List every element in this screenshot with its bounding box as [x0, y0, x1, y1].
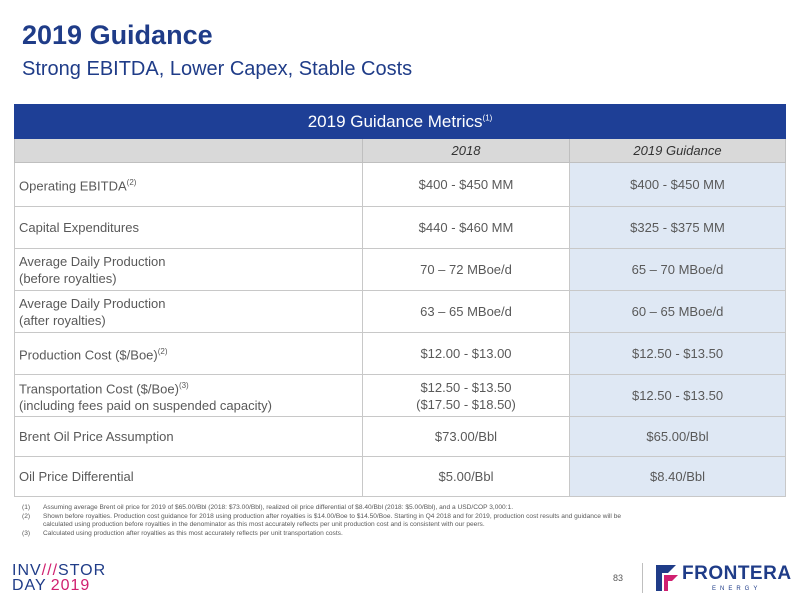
footnote: (1) Assuming average Brent oil price for… — [22, 504, 642, 513]
day-logo-text: DAY — [12, 577, 47, 594]
column-header-2018: 2018 — [362, 138, 570, 163]
row-label-subtext: (including fees paid on suspended capaci… — [19, 398, 272, 414]
row-label-text: Transportation Cost ($/Boe) — [19, 381, 179, 397]
table-row: Average Daily Production (before royaltie… — [14, 248, 787, 291]
row-label: Operating EBITDA(2) — [14, 162, 363, 207]
table-banner: 2019 Guidance Metrics(1) — [13, 104, 787, 139]
value-2019-guidance: 60 – 65 MBoe/d — [568, 290, 787, 333]
table-row: Transportation Cost ($/Boe)(3) (including… — [14, 374, 787, 417]
investor-logo-text-a: INV — [12, 562, 42, 579]
value-2018: $73.00/Bbl — [362, 416, 570, 457]
footnotes: (1) Assuming average Brent oil price for… — [22, 504, 642, 538]
value-2018: $400 - $450 MM — [362, 162, 570, 207]
frontera-name: FRONTERA — [682, 563, 792, 584]
table-banner-footnote-ref: (1) — [482, 112, 493, 122]
footer-divider — [642, 563, 643, 593]
value-2019-guidance: $400 - $450 MM — [568, 162, 787, 207]
table-row: Oil Price Differential $5.00/Bbl $8.40/B… — [14, 456, 787, 497]
row-label: Average Daily Production (before royaltie… — [14, 248, 363, 291]
row-label: Brent Oil Price Assumption — [14, 416, 363, 457]
investor-logo-slash: /// — [41, 562, 59, 579]
row-label-text: Capital Expenditures — [19, 220, 139, 235]
value-2018-secondary: ($17.50 - $18.50) — [416, 396, 516, 412]
footnote-number: (1) — [22, 504, 31, 511]
day-logo-year: 2019 — [50, 577, 91, 594]
table-banner-title: 2019 Guidance Metrics — [307, 111, 483, 131]
guidance-metrics-table: 2019 Guidance Metrics(1) 2018 2019 Guida… — [13, 104, 787, 497]
row-label-text: Production Cost ($/Boe) — [19, 347, 158, 363]
row-label-text: Average Daily Production — [19, 253, 166, 269]
page-title: 2019 Guidance — [22, 20, 213, 50]
value-2018: 63 – 65 MBoe/d — [362, 290, 570, 333]
value-2019-guidance: $12.50 - $13.50 — [568, 374, 787, 417]
table-row: Capital Expenditures $440 - $460 MM $325… — [14, 206, 787, 249]
footnote-text: Calculated using production after royalt… — [43, 529, 343, 537]
frontera-mark-icon — [656, 565, 678, 591]
column-header-2019-guidance: 2019 Guidance — [568, 138, 787, 163]
value-2018-text: $12.50 - $13.50 — [420, 379, 512, 395]
row-label: Average Daily Production (after royalties… — [14, 290, 363, 333]
value-2019-guidance: $8.40/Bbl — [568, 456, 787, 497]
footnote-text: Assuming average Brent oil price for 201… — [43, 504, 514, 511]
page-number: 83 — [613, 573, 624, 583]
row-label: Transportation Cost ($/Boe)(3) (including… — [14, 374, 363, 417]
row-label-subtext: (before royalties) — [19, 270, 117, 286]
investor-logo-text-b: STOR — [58, 562, 107, 579]
row-label-text: Operating EBITDA — [19, 178, 127, 194]
frontera-logo: FRONTERA ENERGY — [652, 562, 791, 594]
row-label-text: Brent Oil Price Assumption — [19, 429, 174, 444]
table-row: Production Cost ($/Boe)(2) $12.00 - $13.… — [14, 332, 787, 375]
page-subtitle: Strong EBITDA, Lower Capex, Stable Costs — [22, 58, 413, 80]
row-label-subtext: (after royalties) — [19, 312, 106, 328]
frontera-sub: ENERGY — [712, 586, 762, 592]
footnote-number: (2) — [22, 512, 31, 520]
column-header-label — [14, 138, 363, 163]
row-label-text: Oil Price Differential — [19, 469, 134, 484]
value-2019-guidance: $12.50 - $13.50 — [568, 332, 787, 375]
row-footnote-ref: (3) — [178, 380, 189, 390]
row-footnote-ref: (2) — [126, 178, 137, 188]
value-2019-guidance: $325 - $375 MM — [568, 206, 787, 249]
row-footnote-ref: (2) — [157, 347, 168, 357]
value-2018: 70 – 72 MBoe/d — [362, 248, 570, 291]
footnote: (2) Shown before royalties. Production c… — [22, 513, 642, 530]
table-row: Operating EBITDA(2) $400 - $450 MM $400 … — [14, 162, 787, 207]
value-2018: $440 - $460 MM — [362, 206, 570, 249]
value-2019-guidance: $65.00/Bbl — [568, 416, 787, 457]
investor-logo-line: INV///STOR — [12, 562, 107, 579]
footnote-text: Shown before royalties. Production cost … — [43, 512, 622, 529]
value-2019-guidance: 65 – 70 MBoe/d — [568, 248, 787, 291]
value-2018: $12.00 - $13.00 — [362, 332, 570, 375]
row-label: Capital Expenditures — [14, 206, 363, 249]
value-2018: $5.00/Bbl — [362, 456, 570, 497]
row-label: Production Cost ($/Boe)(2) — [14, 332, 363, 375]
value-2018: $12.50 - $13.50 ($17.50 - $18.50) — [362, 374, 570, 417]
table-row: Brent Oil Price Assumption $73.00/Bbl $6… — [14, 416, 787, 457]
row-label-text: Average Daily Production — [19, 295, 166, 311]
footnote: (3) Calculated using production after ro… — [22, 530, 642, 539]
footnote-number: (3) — [22, 529, 31, 537]
table-row: Average Daily Production (after royalties… — [14, 290, 787, 333]
investor-day-logo: INV///STOR DAY 2019 — [12, 562, 107, 594]
day-logo-line: DAY 2019 — [12, 577, 106, 594]
row-label: Oil Price Differential — [14, 456, 363, 497]
